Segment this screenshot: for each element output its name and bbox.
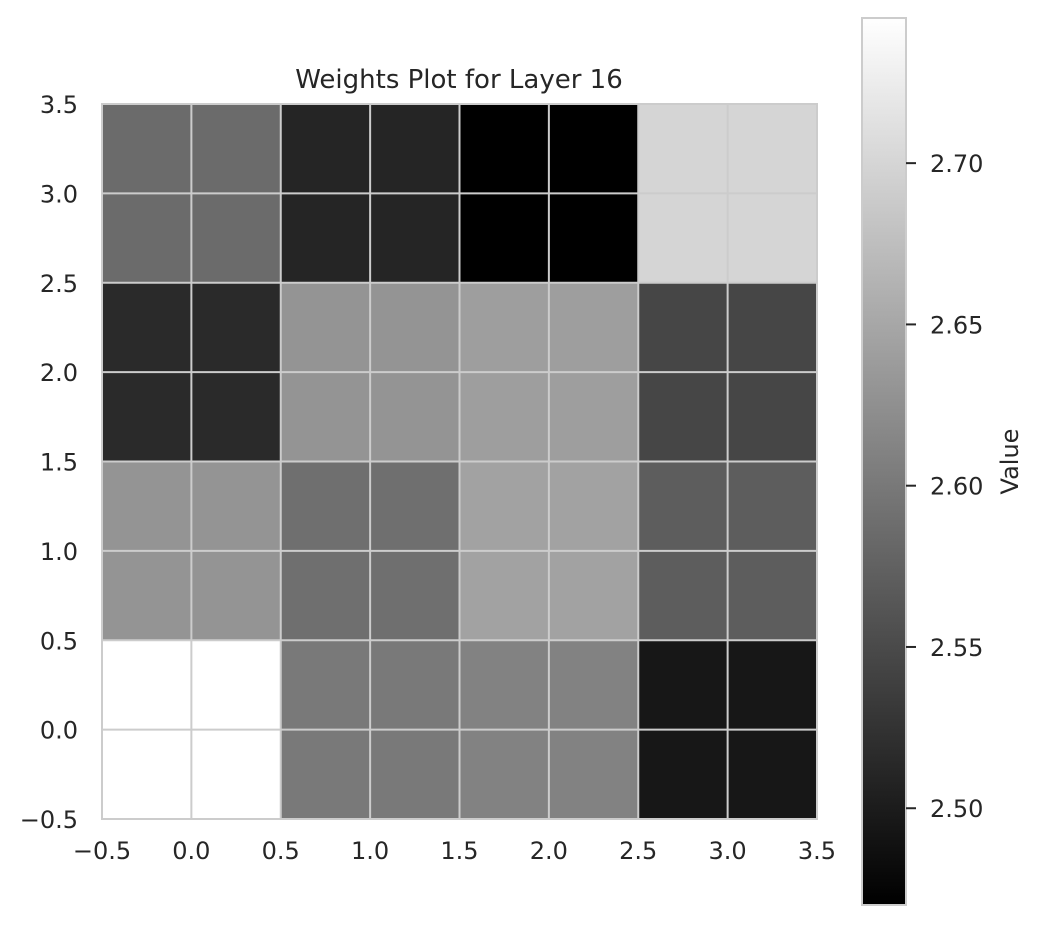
x-tick-label: 1.5 [440, 837, 478, 865]
y-tick-label: 0.5 [40, 627, 78, 655]
colorbar-tick-label: 2.70 [930, 150, 983, 178]
colorbar-tick-label: 2.55 [930, 634, 983, 662]
y-tick-label: 2.5 [40, 270, 78, 298]
x-tick-label: −0.5 [73, 837, 131, 865]
colorbar-frame [861, 17, 907, 906]
y-tick-label: 3.0 [40, 180, 78, 208]
x-tick-label: 2.0 [530, 837, 568, 865]
chart-title: Weights Plot for Layer 16 [295, 65, 623, 95]
x-tick-label: 0.5 [262, 837, 300, 865]
plot-frame [101, 103, 818, 820]
x-tick-label: 0.0 [172, 837, 210, 865]
y-tick-label: 0.0 [40, 717, 78, 745]
colorbar-tick-label: 2.60 [930, 473, 983, 501]
x-tick-label: 2.5 [619, 837, 657, 865]
colorbar-ticks: 2.50 2.55 2.60 2.65 2.70 [906, 150, 983, 823]
x-tick-label: 3.0 [709, 837, 747, 865]
y-tick-label: 2.0 [40, 359, 78, 387]
colorbar-gradient [862, 18, 906, 905]
colorbar-label: Value [996, 429, 1024, 495]
colorbar: 2.50 2.55 2.60 2.65 2.70 Value [861, 17, 1024, 906]
y-axis: −0.5 0.0 0.5 1.0 1.5 2.0 2.5 3.0 3.5 [20, 91, 78, 834]
colorbar-tick-label: 2.65 [930, 311, 983, 339]
x-tick-label: 1.0 [351, 837, 389, 865]
x-axis: −0.5 0.0 0.5 1.0 1.5 2.0 2.5 3.0 3.5 [73, 837, 836, 865]
y-tick-label: 1.0 [40, 538, 78, 566]
x-tick-label: 3.5 [798, 837, 836, 865]
y-tick-label: 1.5 [40, 449, 78, 477]
y-tick-label: 3.5 [40, 91, 78, 119]
y-tick-label: −0.5 [20, 806, 78, 834]
colorbar-tick-label: 2.50 [930, 795, 983, 823]
